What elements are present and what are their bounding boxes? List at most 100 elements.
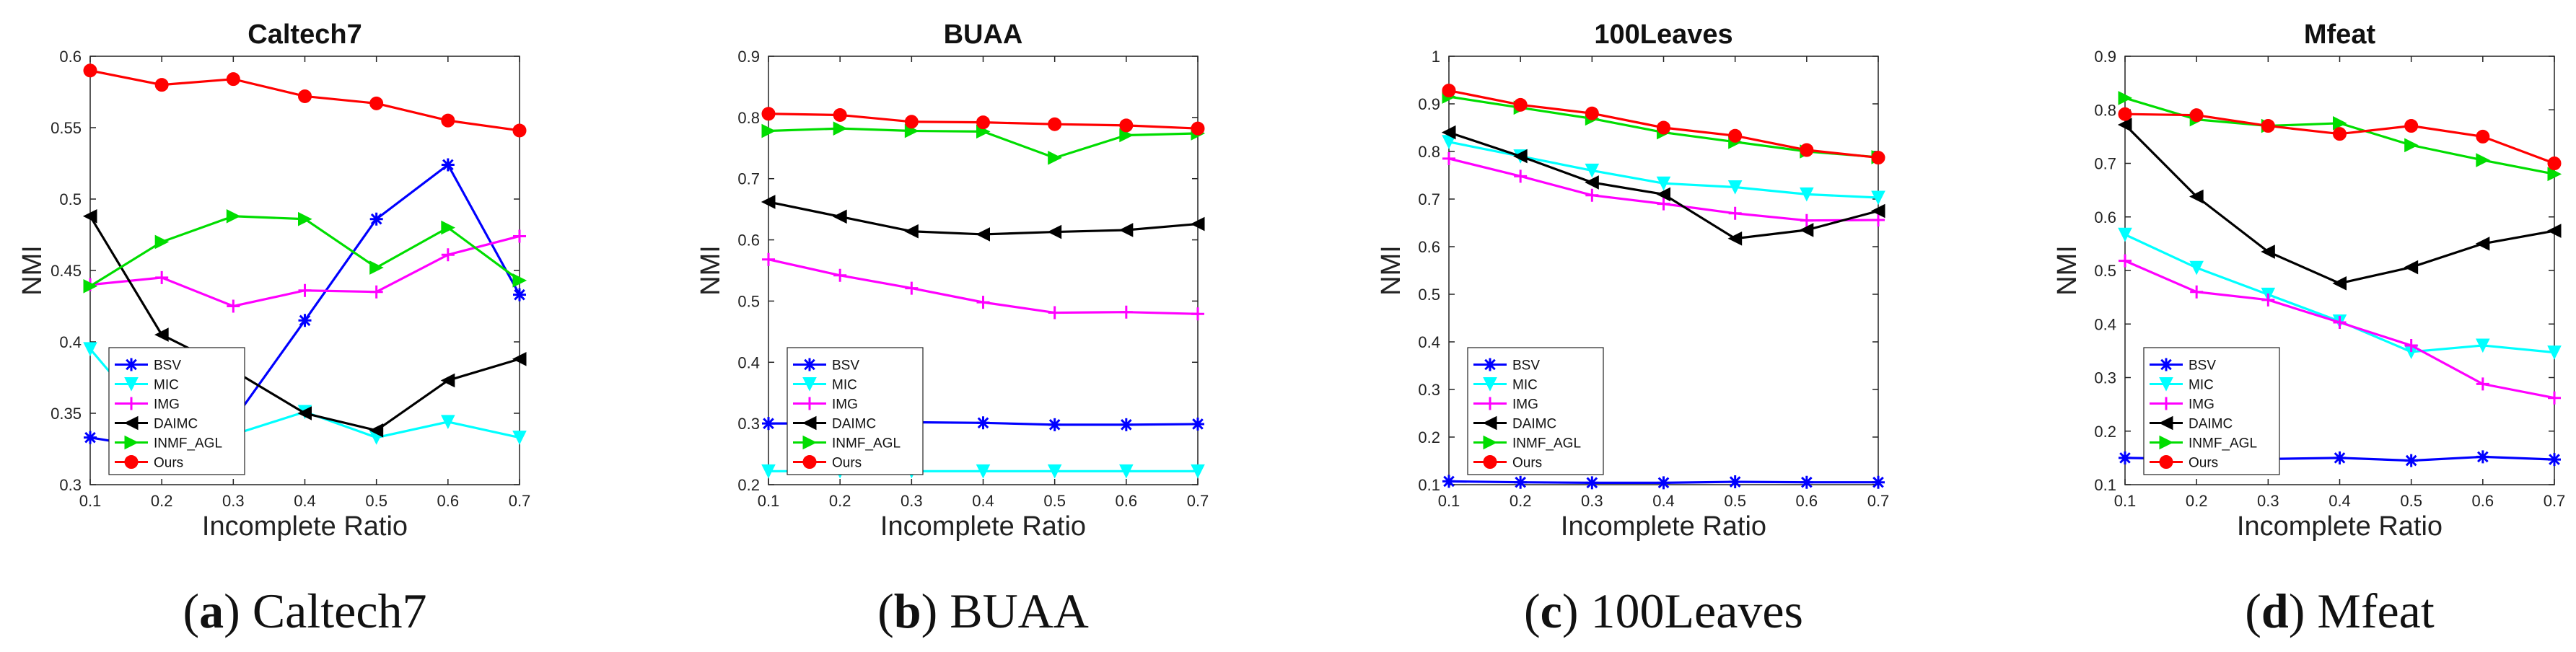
x-tick-label: 0.2 (829, 492, 851, 510)
y-tick-label: 0.9 (2094, 48, 2116, 66)
panel-caption: (a) Caltech7 (183, 583, 427, 638)
caption-text: Mfeat (2317, 583, 2434, 638)
data-point (2404, 260, 2419, 275)
data-point (1442, 151, 1455, 165)
x-tick-label: 0.3 (1581, 492, 1603, 510)
data-point (1119, 464, 1134, 479)
y-tick-label: 0.7 (737, 170, 760, 188)
chart-panel-1: Caltech7 0.3 0.35 0.4 0.45 0.5 0.55 0.6 0.1 0.2 0.… (17, 19, 530, 638)
data-point (83, 342, 97, 357)
series-IMG (762, 252, 1204, 321)
y-axis-label: NMI (696, 245, 726, 296)
data-point (226, 72, 240, 87)
x-tick-label: 0.6 (1796, 492, 1818, 510)
data-point (227, 299, 240, 313)
x-tick-label: 0.2 (1510, 492, 1532, 510)
data-point (1800, 475, 1813, 489)
data-point (2476, 377, 2489, 391)
legend: BSV MIC IMG DAIMC INMF_AGL Ours (108, 347, 245, 475)
data-point (2118, 227, 2132, 242)
data-point (1800, 143, 1814, 157)
legend-label: DAIMC (832, 417, 876, 432)
data-point (155, 270, 169, 284)
data-point (83, 278, 98, 294)
legend-entry-DAIMC-marker (802, 415, 817, 431)
data-point (2261, 293, 2275, 307)
data-point (2333, 451, 2347, 464)
data-point (1118, 223, 1134, 237)
legend-entry-DAIMC-marker (1482, 415, 1497, 431)
legend-label: BSV (2189, 358, 2216, 374)
legend-entry-IMG-marker (2160, 397, 2173, 410)
data-point (1656, 187, 1670, 202)
data-point (2189, 189, 2204, 204)
y-tick-label: 0.45 (51, 262, 82, 280)
data-point (904, 224, 919, 239)
data-point (1514, 169, 1528, 183)
x-axis-label: Incomplete Ratio (202, 511, 408, 542)
data-point (833, 209, 847, 224)
data-point (1871, 190, 1885, 206)
x-tick-label: 0.3 (222, 492, 245, 510)
y-tick-label: 0.8 (737, 109, 760, 127)
legend-label: Ours (2189, 456, 2218, 471)
data-point (905, 281, 919, 295)
data-point (2404, 338, 2418, 352)
y-tick-label: 0.3 (737, 415, 760, 433)
chart-title: Caltech7 (247, 19, 362, 50)
legend-label: BSV (832, 358, 859, 374)
data-point (1191, 121, 1205, 136)
data-point (2332, 276, 2347, 291)
data-point (1585, 476, 1599, 490)
data-point (2476, 153, 2490, 167)
data-point (441, 248, 455, 262)
data-point (1441, 125, 1456, 140)
series-BSV (1442, 475, 1885, 490)
x-tick-label: 0.3 (901, 492, 923, 510)
data-point (762, 417, 775, 431)
data-point (2119, 254, 2132, 268)
data-point (298, 314, 312, 327)
legend-label: Ours (154, 456, 183, 471)
data-point (2333, 127, 2347, 141)
data-point (369, 260, 384, 275)
legend-entry-IMG-marker (125, 397, 138, 410)
y-tick-label: 0.8 (2094, 101, 2116, 119)
data-point (833, 107, 847, 122)
legend-entry-DAIMC-marker (2158, 415, 2173, 431)
data-point (1190, 216, 1205, 232)
data-point (1800, 213, 1813, 227)
data-point (441, 158, 455, 172)
legend-entry-Ours-marker (124, 455, 139, 469)
x-axis-label: Incomplete Ratio (1561, 511, 1766, 542)
data-point (1048, 151, 1062, 165)
data-point (2118, 107, 2132, 121)
data-point (513, 229, 526, 243)
y-tick-label: 0.5 (59, 190, 82, 208)
data-point (298, 89, 312, 103)
data-point (1047, 224, 1062, 239)
legend-entry-Ours-marker (2159, 455, 2173, 469)
data-point (512, 123, 527, 138)
legend-entry-INMF_AGL-marker (2159, 435, 2174, 450)
data-point (2404, 119, 2419, 133)
x-tick-label: 0.5 (365, 492, 387, 510)
chart-panel-4: Mfeat 0.1 0.2 0.3 0.4 0.5 0.6 0.7 0.8 0.9 0.1 0.2 0.… (2052, 19, 2565, 638)
legend-label: Ours (832, 456, 862, 471)
series-IMG (2119, 254, 2561, 405)
data-point (976, 115, 990, 130)
x-axis-label: Incomplete Ratio (2237, 511, 2443, 542)
data-point (2547, 167, 2562, 182)
data-point (1585, 188, 1599, 202)
y-tick-label: 0.5 (737, 292, 760, 310)
x-tick-label: 0.3 (2257, 492, 2279, 510)
data-point (1442, 475, 1455, 488)
data-point (976, 464, 991, 479)
data-point (441, 415, 455, 429)
data-point (1657, 197, 1670, 211)
x-tick-label: 0.1 (2114, 492, 2137, 510)
caption-text: Caltech7 (253, 583, 427, 638)
data-point (2333, 316, 2347, 330)
data-point (1728, 128, 1743, 143)
